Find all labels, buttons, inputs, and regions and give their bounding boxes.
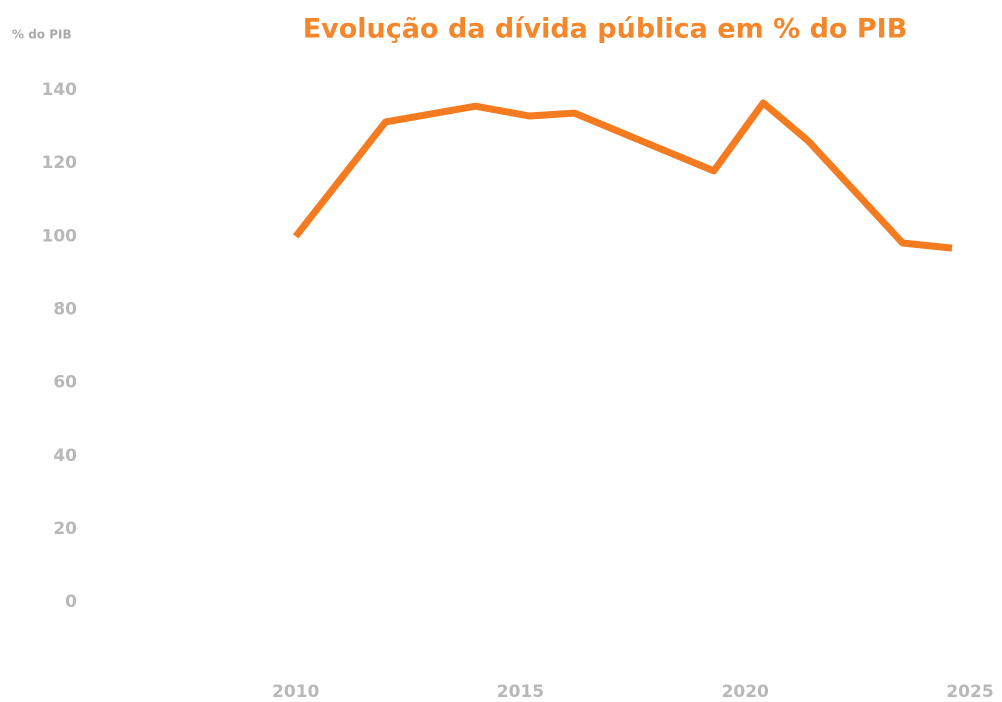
y-tick-label: 0 <box>65 592 77 612</box>
y-tick-label: 100 <box>42 226 78 246</box>
y-tick-label: 60 <box>53 373 77 393</box>
y-tick-label: 120 <box>42 153 78 173</box>
data-line <box>292 99 953 252</box>
chart-title: Evolução da dívida pública em % do PIB <box>303 14 908 45</box>
y-tick-label: 80 <box>53 300 77 320</box>
y-tick-label: 40 <box>53 446 77 466</box>
y-tick-label: 20 <box>53 519 77 539</box>
x-tick-label: 2010 <box>272 682 319 702</box>
x-tick-label: 2015 <box>497 682 544 702</box>
x-tick-label: 2020 <box>722 682 769 702</box>
y-axis-label: % do PIB <box>12 28 72 42</box>
x-tick-label: 2025 <box>946 682 993 702</box>
y-tick-label: 140 <box>42 80 78 100</box>
